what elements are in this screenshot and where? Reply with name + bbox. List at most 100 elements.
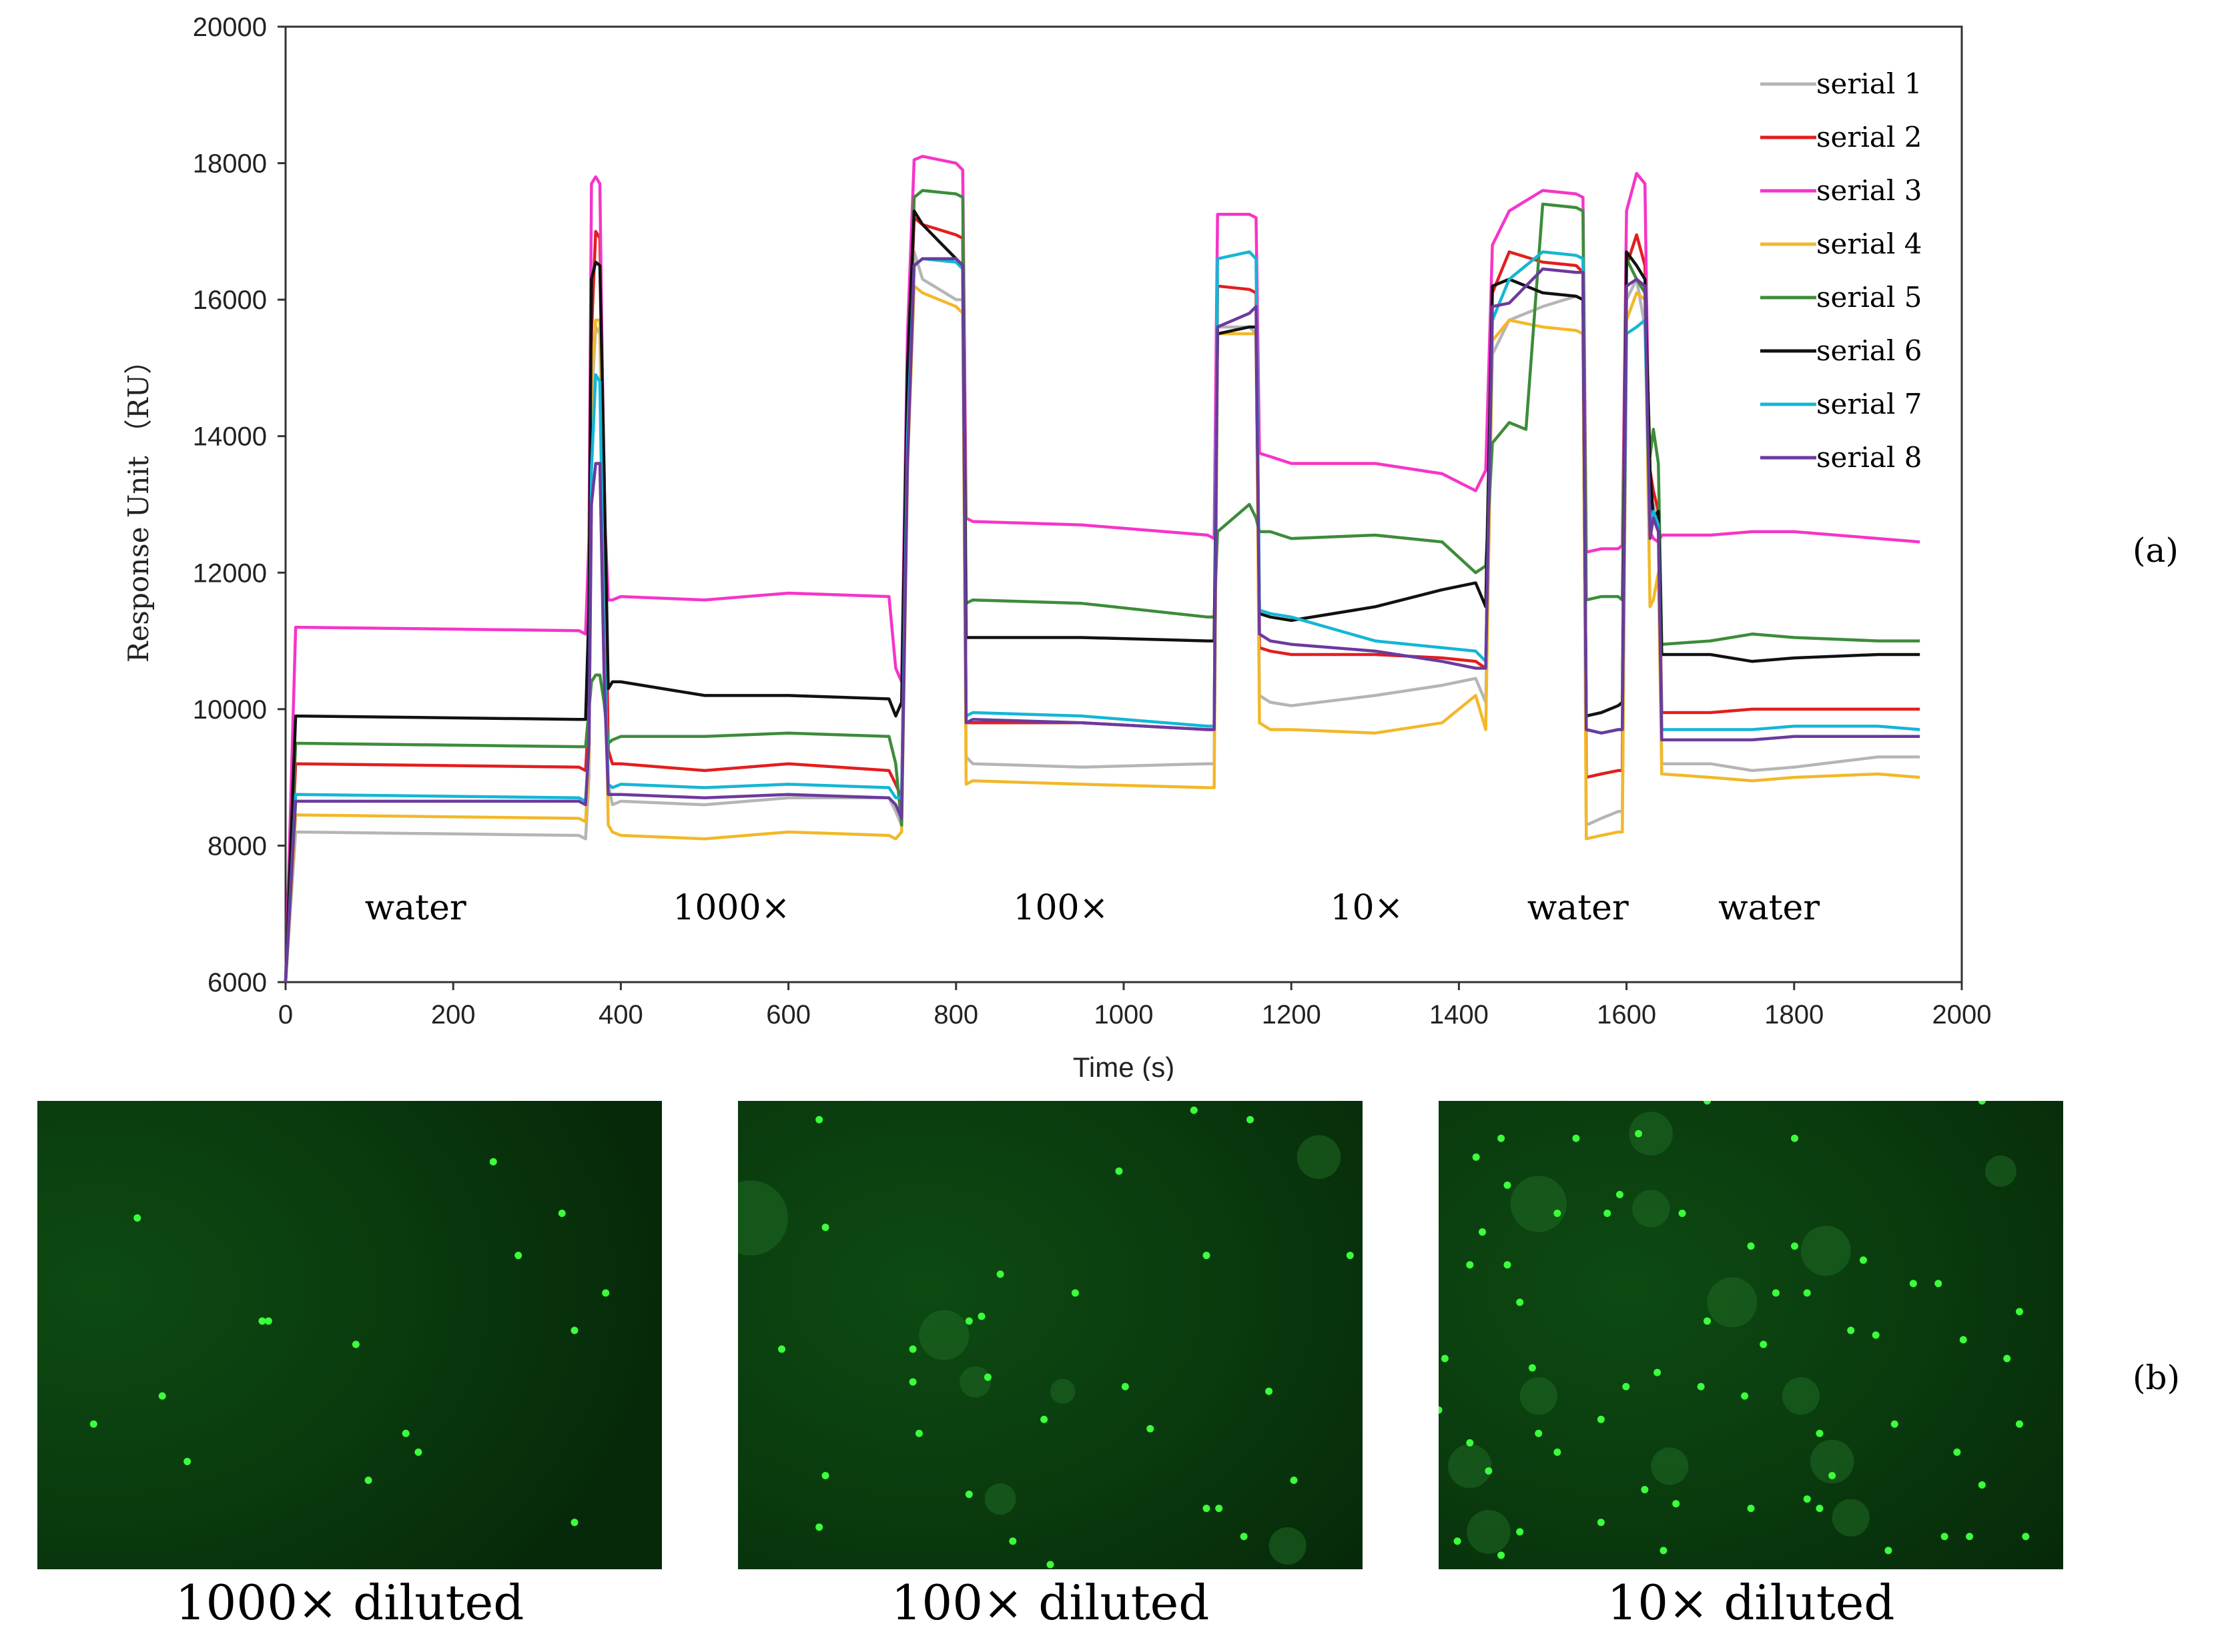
cell-glow <box>1050 1378 1076 1404</box>
fluorescent-particle <box>909 1378 917 1386</box>
fluorescent-particle <box>1453 1537 1461 1545</box>
fluorescent-particle <box>1703 1317 1711 1325</box>
cell-glow <box>1510 1176 1567 1232</box>
caption-1000x: 1000× diluted <box>175 1575 524 1631</box>
fluorescent-particle <box>1553 1449 1561 1456</box>
y-tick-label: 20000 <box>193 13 267 42</box>
fluorescent-particle <box>1703 1101 1711 1105</box>
series-line-8 <box>284 257 1920 983</box>
fluorescent-particle <box>1528 1364 1536 1372</box>
x-tick-label: 0 <box>278 1000 293 1029</box>
fluorescent-particle <box>1659 1547 1667 1555</box>
legend-label: serial 7 <box>1816 388 1922 420</box>
cell-glow <box>984 1483 1016 1515</box>
fluorescent-particle <box>965 1317 973 1325</box>
cell-glow <box>1519 1377 1557 1415</box>
fluorescent-particle <box>1859 1256 1867 1264</box>
legend-label: serial 2 <box>1816 121 1922 153</box>
series-line-4 <box>284 284 1920 983</box>
region-label: water <box>365 888 466 928</box>
fluorescent-particle <box>815 1523 823 1531</box>
legend: serial 1 serial 2 serial 3 serial 4 serial 5… <box>1760 67 1922 474</box>
fluorescent-particle <box>1953 1449 1961 1456</box>
series-lines <box>284 155 1920 983</box>
fluorescent-particle <box>1503 1261 1511 1269</box>
region-label: 1000× <box>673 888 790 928</box>
cell-glow <box>1707 1277 1758 1328</box>
series-line-1 <box>284 250 1920 983</box>
cell-glow <box>1268 1527 1307 1565</box>
fluorescent-particle <box>1040 1415 1048 1423</box>
fluorescent-particle <box>815 1116 823 1124</box>
fluorescent-particle <box>909 1345 917 1353</box>
x-axis-title: Time (s) <box>1073 1052 1174 1081</box>
fluorescent-particle <box>1466 1438 1474 1447</box>
fluorescent-particle <box>558 1209 566 1217</box>
fluorescent-particle <box>2015 1308 2023 1316</box>
fluorescent-particle <box>1009 1537 1017 1545</box>
fluorescent-particle <box>1466 1261 1474 1269</box>
panel-label-b: (b) <box>2133 1358 2181 1397</box>
fluorescent-particle <box>1697 1382 1705 1390</box>
y-tick-label: 16000 <box>193 286 267 315</box>
fluorescent-particle <box>1535 1429 1543 1437</box>
cell-glow <box>1800 1226 1851 1276</box>
micrograph-10x <box>1439 1101 2063 1569</box>
fluorescent-particle <box>1847 1326 1855 1334</box>
fluorescent-particle <box>1479 1228 1487 1236</box>
fluorescent-particle <box>2022 1533 2030 1541</box>
fluorescent-particle <box>1678 1209 1686 1217</box>
legend-label: serial 3 <box>1816 174 1922 207</box>
series-line-6 <box>284 209 1920 983</box>
region-labels: water 1000× 100× 10× water water <box>365 888 1820 928</box>
fluorescent-particle <box>414 1449 422 1456</box>
fluorescent-particle <box>1772 1289 1780 1297</box>
micrograph-background <box>37 1101 662 1569</box>
plot-area-frame <box>284 25 1963 983</box>
micrograph-1000x <box>37 1101 662 1569</box>
cell-glow <box>1832 1499 1870 1537</box>
fluorescent-particle <box>571 1519 579 1527</box>
fluorescent-particle <box>1190 1106 1198 1114</box>
series-line-3 <box>284 155 1920 983</box>
fluorescent-particle <box>1622 1382 1630 1390</box>
fluorescent-particle <box>1615 1190 1623 1198</box>
fluorescent-particle <box>1741 1392 1749 1400</box>
fluorescent-particle <box>1290 1477 1298 1485</box>
fluorescent-particle <box>1597 1519 1605 1527</box>
fluorescent-particle <box>1872 1331 1880 1339</box>
x-tick-label: 1000 <box>1094 1000 1154 1029</box>
fluorescent-particle <box>1884 1547 1892 1555</box>
x-tick-label: 400 <box>599 1000 643 1029</box>
cell-glow <box>919 1310 970 1360</box>
fluorescent-particle <box>1828 1472 1836 1480</box>
cell-glow <box>1782 1377 1820 1415</box>
y-tick-label: 14000 <box>193 422 267 452</box>
cell-glow <box>1448 1444 1492 1489</box>
fluorescent-particle <box>1803 1495 1811 1503</box>
x-tick-label: 1400 <box>1429 1000 1489 1029</box>
fluorescent-particle <box>1439 1406 1443 1414</box>
fluorescent-particle <box>1934 1280 1942 1288</box>
fluorescent-particle <box>1978 1101 1986 1105</box>
fluorescent-particle <box>158 1392 166 1400</box>
fluorescent-particle <box>1641 1486 1649 1494</box>
fluorescent-particle <box>1121 1382 1129 1390</box>
fluorescent-particle <box>264 1317 272 1325</box>
fluorescent-particle <box>915 1429 923 1437</box>
cell-glow <box>1651 1447 1689 1485</box>
micrograph-100x <box>738 1101 1363 1569</box>
region-label: water <box>1527 888 1629 928</box>
fluorescent-particle <box>1978 1481 1986 1489</box>
cell-glow <box>1467 1510 1511 1554</box>
x-tick-label: 2000 <box>1932 1000 1992 1029</box>
y-tick-label: 6000 <box>208 968 267 997</box>
fluorescent-particle <box>1516 1298 1524 1306</box>
fluorescent-particle <box>1503 1181 1511 1189</box>
legend-label: serial 4 <box>1816 228 1922 260</box>
fluorescent-particle <box>978 1312 986 1320</box>
y-tick-label: 10000 <box>193 695 267 725</box>
fluorescent-particle <box>258 1317 266 1325</box>
fluorescent-particle <box>602 1289 610 1297</box>
cell-glow <box>1632 1190 1670 1228</box>
